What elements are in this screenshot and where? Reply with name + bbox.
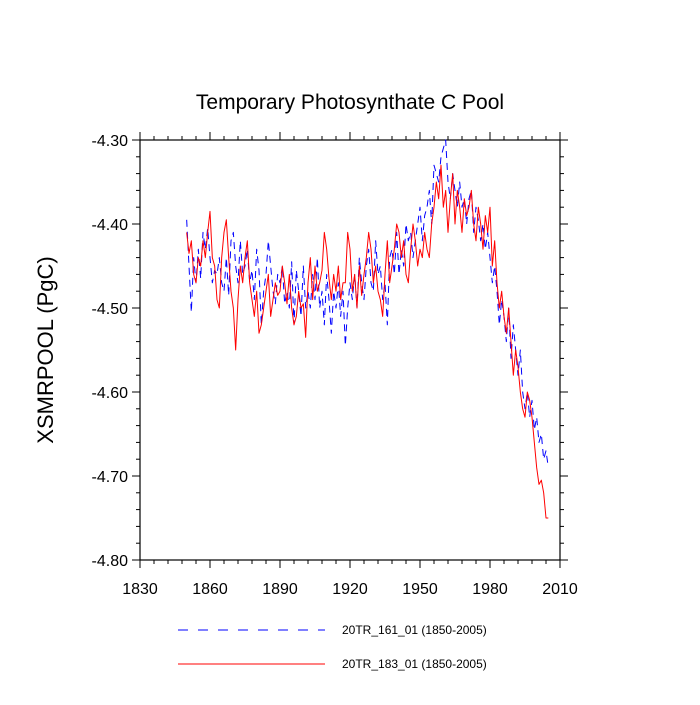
legend: 20TR_161_01 (1850-2005) 20TR_183_01 (1850… [178,623,487,671]
y-tick-label: -4.60 [92,385,129,402]
x-tick-label: 1980 [472,581,508,598]
legend-label-1: 20TR_161_01 (1850-2005) [342,623,487,637]
plot-frame [139,139,561,561]
legend-label-2: 20TR_183_01 (1850-2005) [342,657,487,671]
series-line-2 [186,164,549,519]
x-tick-label: 1890 [262,581,298,598]
x-tick-label: 2010 [542,581,578,598]
series-lines [186,139,549,519]
x-tick-label: 1860 [192,581,228,598]
x-tick-label: 1950 [402,581,438,598]
series-line-1 [186,139,549,468]
chart-title: Temporary Photosynthate C Pool [196,91,504,114]
y-tick-label: -4.50 [92,301,129,318]
y-tick-label: -4.40 [92,217,129,234]
y-tick-label: -4.80 [92,553,129,570]
y-tick-label: -4.70 [92,469,129,486]
axis-ticks: 1830 1860 1890 1920 1950 1980 2010 -4.80 -4.70 -4… [92,132,578,598]
x-tick-label: 1830 [122,581,158,598]
y-tick-label: -4.30 [92,133,129,150]
x-tick-label: 1920 [332,581,368,598]
y-axis-label: XSMRPOOL (PgC) [33,256,58,443]
